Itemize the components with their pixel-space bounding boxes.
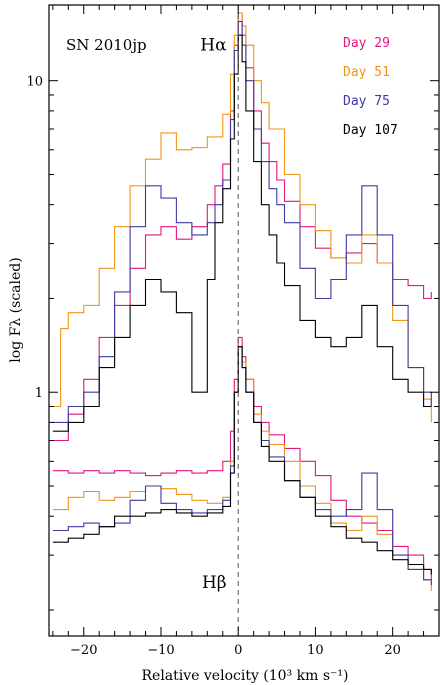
x-tick-label: 10 — [307, 643, 324, 658]
x-tick-label: −20 — [70, 643, 97, 658]
hbeta-line-label: Hβ — [202, 573, 227, 593]
y-axis-label: log Fλ (scaled) — [8, 257, 24, 362]
halpha-line-label: Hα — [200, 36, 227, 56]
series-line-day-107-halpha — [52, 34, 432, 432]
series-line-day-75-hbeta — [52, 346, 432, 586]
x-tick-label: −10 — [147, 643, 174, 658]
x-axis-label: Relative velocity (10³ km s⁻¹) — [142, 668, 349, 684]
y-tick-label: 1 — [35, 386, 43, 401]
x-tick-label: 20 — [384, 643, 401, 658]
chart-title: SN 2010jp — [66, 36, 147, 54]
axis-ticks: −20 −10 0 10 20 1 10 — [26, 5, 440, 658]
legend-entry-day-29: Day 29 — [343, 36, 390, 51]
plot-frame — [48, 4, 440, 637]
series-line-day-51-hbeta — [52, 346, 432, 592]
x-tick-label: 0 — [234, 643, 242, 658]
legend-entry-day-107: Day 107 — [343, 123, 398, 138]
series-line-day-29-hbeta — [52, 336, 432, 580]
legend: Day 29 Day 51 Day 75 Day 107 — [343, 36, 398, 138]
series-layer — [52, 12, 432, 592]
series-line-day-51-halpha — [52, 12, 432, 423]
legend-entry-day-51: Day 51 — [343, 65, 390, 80]
series-line-day-107-hbeta — [52, 346, 432, 575]
y-tick-label: 10 — [26, 75, 43, 90]
legend-entry-day-75: Day 75 — [343, 94, 390, 109]
